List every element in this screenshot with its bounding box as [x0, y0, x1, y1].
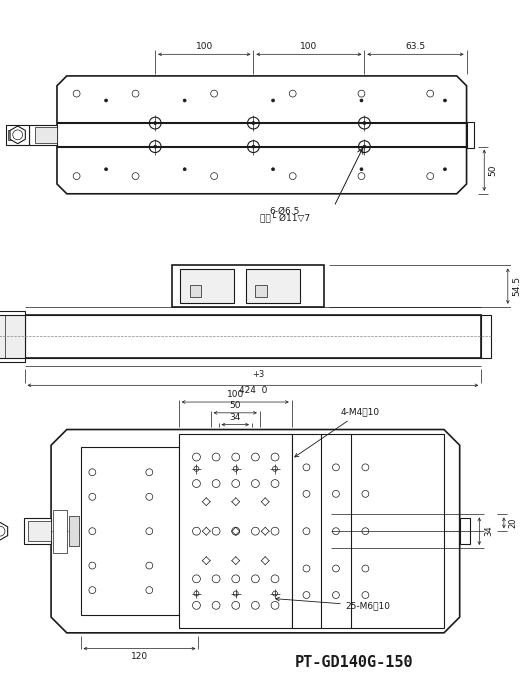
Circle shape: [360, 99, 363, 102]
Circle shape: [183, 99, 186, 102]
Text: 54.5: 54.5: [513, 276, 520, 296]
Bar: [69, 516, 79, 546]
Text: +3: +3: [252, 370, 264, 379]
Bar: [255, 285, 267, 297]
Bar: [30, 125, 57, 145]
Polygon shape: [57, 76, 466, 193]
Polygon shape: [51, 429, 460, 633]
Circle shape: [363, 122, 366, 125]
Bar: [0, 315, 24, 358]
Text: 424  0: 424 0: [239, 386, 267, 395]
Text: 50: 50: [488, 164, 497, 176]
Circle shape: [105, 168, 108, 171]
Bar: [179, 434, 292, 628]
Polygon shape: [10, 126, 25, 143]
Circle shape: [105, 99, 108, 102]
Circle shape: [183, 168, 186, 171]
Bar: [28, 521, 51, 541]
Text: 63.5: 63.5: [406, 42, 425, 52]
Bar: [460, 519, 470, 544]
Text: 6-Ø6.5: 6-Ø6.5: [270, 207, 300, 216]
Circle shape: [271, 99, 275, 102]
Bar: [0, 310, 24, 362]
Bar: [8, 130, 12, 140]
Bar: [190, 285, 201, 297]
Bar: [35, 127, 57, 143]
Bar: [180, 269, 234, 303]
Circle shape: [252, 122, 255, 125]
Text: PT-GD140G-150: PT-GD140G-150: [294, 655, 413, 670]
Text: 50: 50: [229, 401, 241, 410]
Bar: [23, 519, 51, 544]
Bar: [172, 265, 324, 307]
Text: 100: 100: [227, 390, 244, 399]
Circle shape: [271, 168, 275, 171]
Text: 背面└ Ø11▽7: 背面└ Ø11▽7: [260, 213, 310, 223]
Text: 4-M4深10: 4-M4深10: [295, 408, 380, 457]
Text: 34: 34: [484, 526, 493, 537]
Circle shape: [252, 145, 255, 148]
Polygon shape: [0, 522, 8, 540]
Bar: [245, 269, 300, 303]
Bar: [466, 122, 474, 148]
Bar: [482, 315, 491, 358]
Text: 100: 100: [196, 42, 213, 52]
Circle shape: [360, 168, 363, 171]
Bar: [53, 509, 67, 553]
Circle shape: [154, 145, 157, 148]
Text: 100: 100: [300, 42, 318, 52]
Bar: [292, 434, 444, 628]
Bar: [24, 315, 482, 358]
Text: 120: 120: [131, 652, 148, 661]
Text: 20: 20: [509, 518, 518, 528]
Bar: [6, 125, 30, 145]
Circle shape: [363, 145, 366, 148]
Circle shape: [444, 168, 447, 171]
Circle shape: [154, 122, 157, 125]
Text: 25-M6深10: 25-M6深10: [276, 597, 391, 610]
Bar: [81, 448, 179, 615]
Circle shape: [444, 99, 447, 102]
Text: 34: 34: [229, 413, 241, 422]
